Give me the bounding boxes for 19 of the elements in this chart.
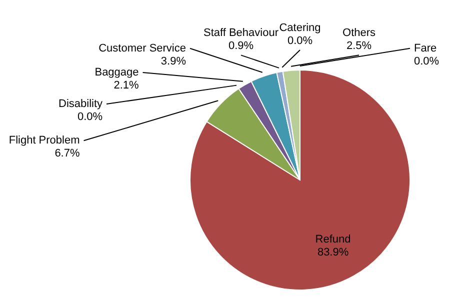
category-label: Disability: [58, 98, 103, 110]
slice-label: Baggage: [94, 66, 139, 79]
data-label: 0.9%: [228, 40, 254, 52]
data-label: 6.7%: [54, 148, 80, 160]
data-label: 2.5%: [346, 40, 372, 52]
category-label: Catering: [279, 22, 321, 34]
slice-label: Customer Service: [98, 42, 186, 54]
text: 0.0%: [77, 111, 103, 123]
pie-slice: [190, 70, 410, 290]
text: 0.0%: [287, 35, 313, 47]
slice-label: Flight Problem: [8, 134, 80, 147]
text: 0.0%: [414, 55, 440, 68]
data-label: 3.9%: [160, 55, 186, 68]
slice-label: Staff Behaviour: [203, 27, 279, 40]
slice-label: Others: [342, 27, 376, 40]
data-label: 83.9%: [317, 246, 349, 259]
slice-label: Refund: [315, 234, 351, 246]
data-label: 2.1%: [114, 80, 139, 92]
category-label: Fare: [414, 42, 437, 54]
